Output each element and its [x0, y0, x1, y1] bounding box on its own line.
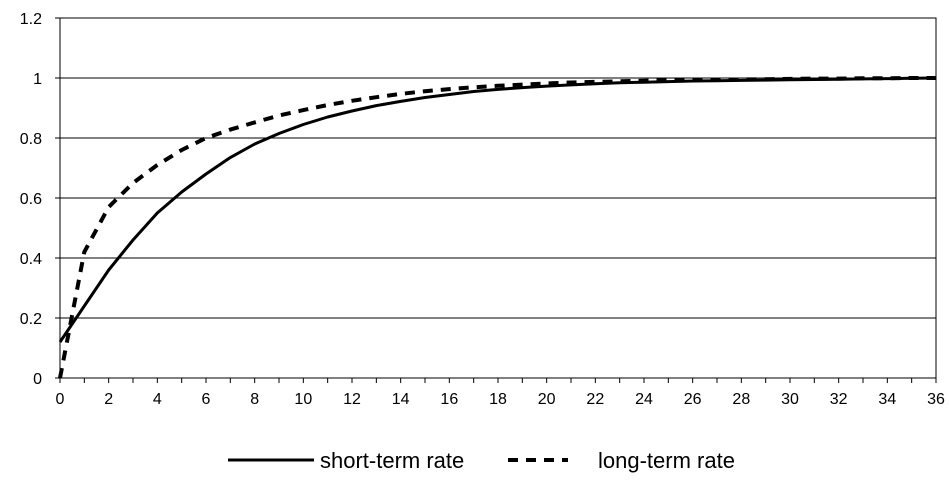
- x-tick-label: 0: [56, 391, 65, 408]
- x-tick-label: 18: [489, 391, 507, 408]
- x-tick-label: 20: [538, 391, 556, 408]
- x-tick-label: 26: [684, 391, 702, 408]
- legend: short-term rate long-term rate: [228, 448, 735, 473]
- y-tick-label: 0.4: [20, 251, 42, 268]
- x-tick-label: 8: [250, 391, 259, 408]
- series-line-long-term-rate: [58, 76, 936, 379]
- x-tick-label: 4: [153, 391, 162, 408]
- legend-label: short-term rate: [320, 448, 464, 473]
- x-tick-label: 12: [343, 391, 361, 408]
- x-tick-label: 36: [927, 391, 945, 408]
- x-tick-label: 14: [392, 391, 410, 408]
- x-tick-label: 16: [440, 391, 458, 408]
- tick-labels: 00.20.40.60.811.20 2 4 6 8 10 12 14 16 18 20 22 24 26…: [20, 11, 945, 408]
- y-tick-label: 0.2: [20, 311, 42, 328]
- series-lines: [58, 76, 937, 379]
- y-tick-label: 1: [33, 71, 42, 88]
- axes: [55, 17, 937, 383]
- x-tick-label: 2: [104, 391, 113, 408]
- x-tick-label: 28: [732, 391, 750, 408]
- y-tick-label: 0.8: [20, 131, 42, 148]
- legend-label: long-term rate: [598, 448, 735, 473]
- x-tick-label: 34: [878, 391, 896, 408]
- y-tick-label: 1.2: [20, 11, 42, 28]
- x-tick-label: 6: [202, 391, 211, 408]
- x-tick-label: 10: [294, 391, 312, 408]
- x-tick-label: 30: [781, 391, 799, 408]
- x-tick-label: 22: [586, 391, 604, 408]
- y-tick-label: 0: [33, 371, 42, 388]
- x-tick-label: 32: [830, 391, 848, 408]
- x-tick-label: 24: [635, 391, 653, 408]
- y-tick-label: 0.6: [20, 191, 42, 208]
